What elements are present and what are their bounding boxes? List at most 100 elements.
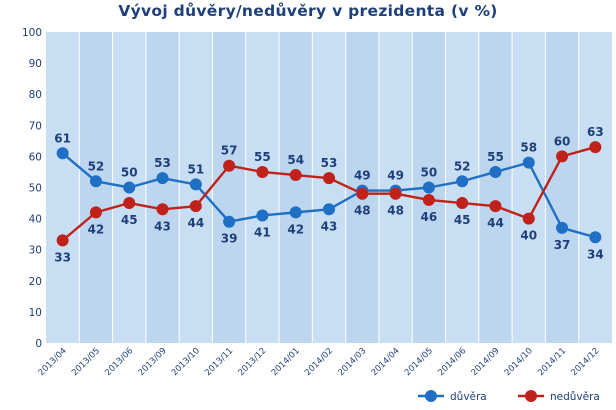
neduvera-data-label: 33 (54, 250, 71, 264)
neduvera-data-label: 63 (587, 125, 604, 139)
neduvera-data-label: 60 (554, 134, 571, 148)
x-tick-label: 2014/06 (436, 346, 468, 378)
plot-band (245, 32, 280, 343)
plot-band (212, 32, 246, 343)
duvera-point (422, 181, 435, 194)
plot-band (578, 32, 612, 343)
neduvera-point (456, 197, 469, 210)
y-axis: 0 10 20 30 40 50 60 70 80 90 100 (22, 27, 42, 350)
x-tick-label: 2013/12 (236, 346, 268, 378)
legend-label: nedůvěra (550, 391, 600, 403)
duvera-point (56, 147, 69, 160)
duvera-point (156, 172, 169, 185)
duvera-data-label: 34 (587, 247, 604, 261)
y-tick-label: 50 (29, 183, 42, 195)
duvera-data-label: 61 (54, 131, 71, 145)
plot-band (312, 32, 346, 343)
neduvera-point (89, 206, 102, 219)
duvera-data-label: 52 (88, 159, 105, 173)
duvera-data-label: 50 (121, 166, 138, 180)
y-tick-label: 30 (29, 245, 42, 257)
x-tick-label: 2014/03 (336, 346, 368, 378)
duvera-data-label: 49 (354, 169, 371, 183)
x-tick-label: 2014/09 (470, 346, 502, 378)
duvera-point (223, 215, 236, 228)
chart-title: Vývoj důvěry/nedůvěry v prezidenta (v %) (118, 2, 498, 20)
duvera-data-label: 43 (321, 219, 338, 233)
y-tick-label: 0 (35, 338, 42, 350)
duvera-data-label: 39 (221, 232, 238, 246)
x-tick-label: 2013/10 (170, 346, 202, 378)
x-tick-label: 2014/11 (536, 346, 568, 378)
duvera-point (189, 178, 202, 191)
y-tick-label: 10 (29, 307, 42, 319)
neduvera-point (223, 159, 236, 172)
y-tick-label: 90 (29, 58, 42, 70)
x-tick-label: 2014/12 (569, 346, 601, 378)
series-markers (56, 141, 602, 247)
neduvera-data-label: 42 (88, 222, 105, 236)
duvera-point (289, 206, 302, 219)
duvera-point (89, 175, 102, 188)
y-tick-label: 20 (29, 276, 42, 288)
neduvera-data-label: 54 (287, 153, 304, 167)
duvera-point (456, 175, 469, 188)
neduvera-point (189, 200, 202, 213)
duvera-data-label: 41 (254, 225, 271, 239)
neduvera-point (156, 203, 169, 216)
neduvera-data-label: 55 (254, 150, 271, 164)
neduvera-point (522, 212, 535, 225)
y-tick-label: 80 (29, 89, 42, 101)
neduvera-point (123, 197, 136, 210)
x-tick-label: 2013/04 (37, 346, 69, 378)
neduvera-point (356, 187, 369, 200)
neduvera-point (289, 169, 302, 182)
neduvera-data-label: 57 (221, 144, 238, 158)
x-tick-label: 2014/04 (370, 346, 402, 378)
y-tick-label: 100 (22, 27, 42, 39)
y-tick-label: 40 (29, 214, 42, 226)
x-tick-label: 2014/01 (270, 346, 302, 378)
duvera-data-label: 42 (287, 222, 304, 236)
duvera-data-label: 55 (487, 150, 504, 164)
plot-band (545, 32, 579, 343)
neduvera-point (489, 200, 502, 213)
legend-marker (425, 390, 437, 402)
neduvera-data-label: 53 (321, 156, 338, 170)
duvera-point (589, 231, 602, 244)
neduvera-data-label: 46 (421, 210, 438, 224)
duvera-data-label: 58 (520, 141, 537, 155)
plot-band (512, 32, 546, 343)
neduvera-data-label: 45 (121, 213, 138, 227)
neduvera-data-label: 40 (520, 229, 537, 243)
duvera-point (123, 181, 136, 194)
neduvera-point (589, 141, 602, 154)
plot-band (279, 32, 313, 343)
x-tick-label: 2013/09 (137, 346, 169, 378)
y-tick-label: 70 (29, 120, 42, 132)
plot-band (79, 32, 113, 343)
duvera-data-label: 49 (387, 169, 404, 183)
x-tick-label: 2014/02 (303, 346, 335, 378)
x-tick-label: 2013/11 (203, 346, 235, 378)
legend: důvěra nedůvěra (418, 390, 600, 403)
plot-area (46, 32, 612, 343)
duvera-point (556, 221, 569, 234)
neduvera-data-label: 43 (154, 219, 171, 233)
plot-band (445, 32, 479, 343)
neduvera-data-label: 44 (187, 216, 204, 230)
neduvera-data-label: 45 (454, 213, 471, 227)
duvera-data-label: 51 (187, 162, 204, 176)
duvera-point (522, 156, 535, 169)
neduvera-point (556, 150, 569, 163)
duvera-point (256, 209, 269, 222)
x-tick-label: 2013/06 (103, 346, 135, 378)
duvera-data-label: 52 (454, 159, 471, 173)
x-axis: 2013/04 2013/05 2013/06 2013/09 2013/10 2013/… (37, 346, 602, 378)
neduvera-data-label: 44 (487, 216, 504, 230)
neduvera-point (56, 234, 69, 247)
plot-band (478, 32, 513, 343)
legend-label: důvěra (450, 391, 487, 403)
neduvera-point (389, 187, 402, 200)
